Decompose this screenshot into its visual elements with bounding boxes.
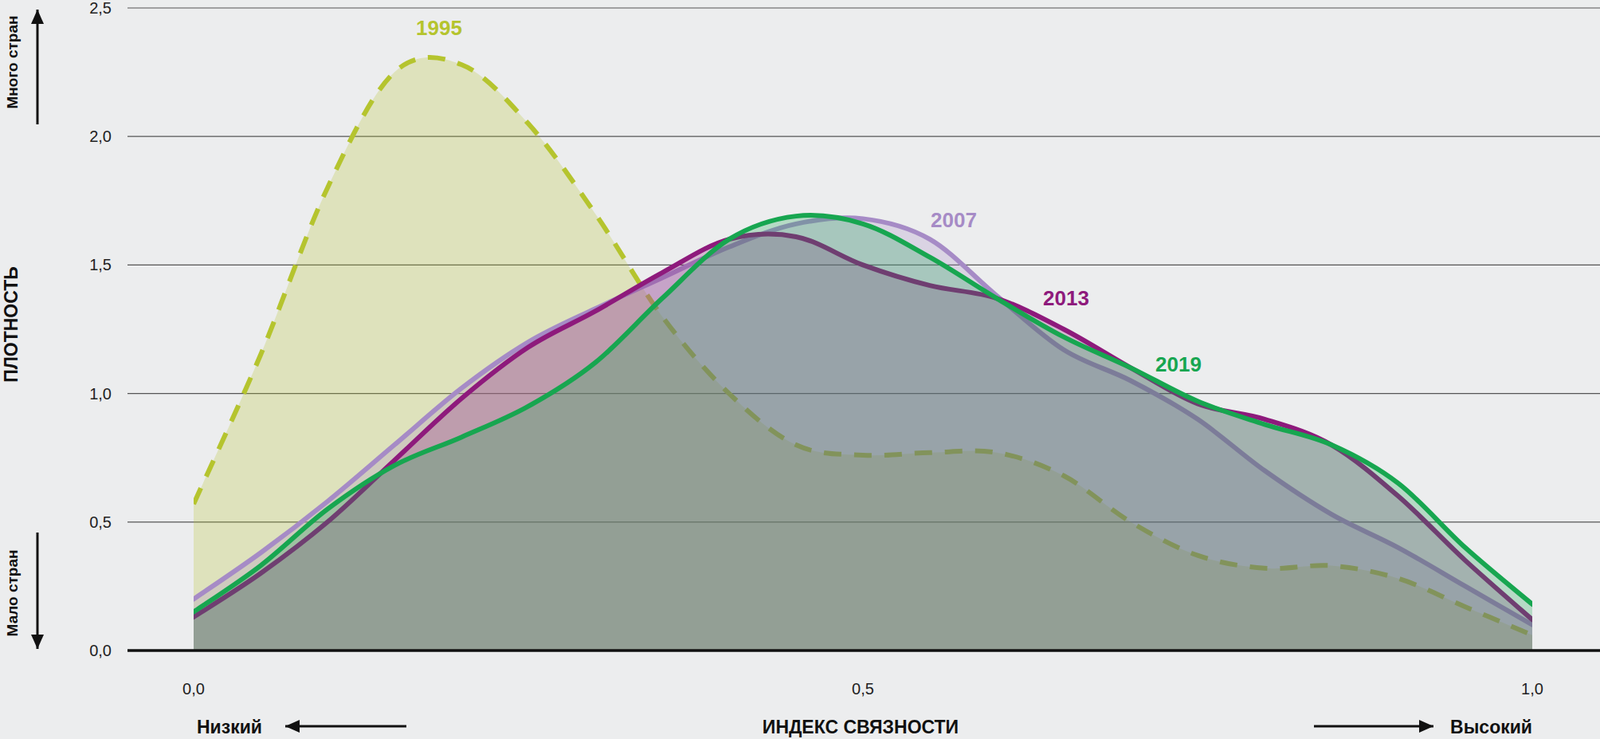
arrow-shaft — [1313, 725, 1434, 728]
grid-line — [127, 136, 1600, 138]
arrow-shaft — [36, 532, 40, 649]
x-tick-label: 1,0 — [1521, 679, 1544, 698]
annotation: Мало стран — [3, 549, 21, 637]
y-tick-label: 1,5 — [89, 255, 112, 274]
series-label: 1995 — [415, 15, 463, 40]
area-fill — [193, 215, 1533, 651]
annotation: Много стран — [3, 15, 21, 110]
y-tick-label: 1,0 — [89, 384, 112, 403]
arrow — [1313, 719, 1434, 733]
arrow-shaft — [285, 725, 407, 728]
series-line — [193, 215, 1533, 612]
y-tick-label: 0,5 — [89, 513, 112, 531]
y-tick-label: 2,5 — [89, 0, 112, 17]
y-tick-label: 2,0 — [89, 127, 112, 146]
series-label: 2007 — [930, 207, 977, 232]
annotation: Высокий — [1450, 716, 1533, 738]
series-label: 2019 — [1155, 352, 1202, 377]
series-label: 2013 — [1043, 286, 1090, 310]
arrow-head — [31, 9, 44, 24]
arrow — [285, 719, 407, 733]
x-axis-title: ИНДЕКС СВЯЗНОСТИ — [762, 716, 959, 738]
x-tick-label: 0,5 — [851, 679, 875, 698]
annotation: Низкий — [196, 716, 263, 738]
arrow — [31, 532, 44, 649]
y-axis-title: ПЛОТНОСТЬ — [0, 266, 22, 383]
x-tick-label: 0,0 — [182, 679, 205, 698]
plot-area — [193, 57, 1533, 651]
grid-line — [127, 7, 1600, 8]
arrow — [31, 9, 44, 125]
baseline — [127, 648, 1600, 652]
chart: 0,0 0,5 1,0 1,5 2,0 2,5 1995 2007 2013 2019 0,0 0,5… — [0, 0, 1600, 739]
y-tick-label: 0,0 — [89, 641, 112, 659]
arrow-head — [31, 634, 44, 649]
background — [0, 0, 1600, 739]
arrow-shaft — [36, 9, 40, 125]
arrow-head — [1419, 719, 1434, 733]
arrow-head — [285, 719, 300, 733]
area-fill — [193, 57, 1533, 651]
